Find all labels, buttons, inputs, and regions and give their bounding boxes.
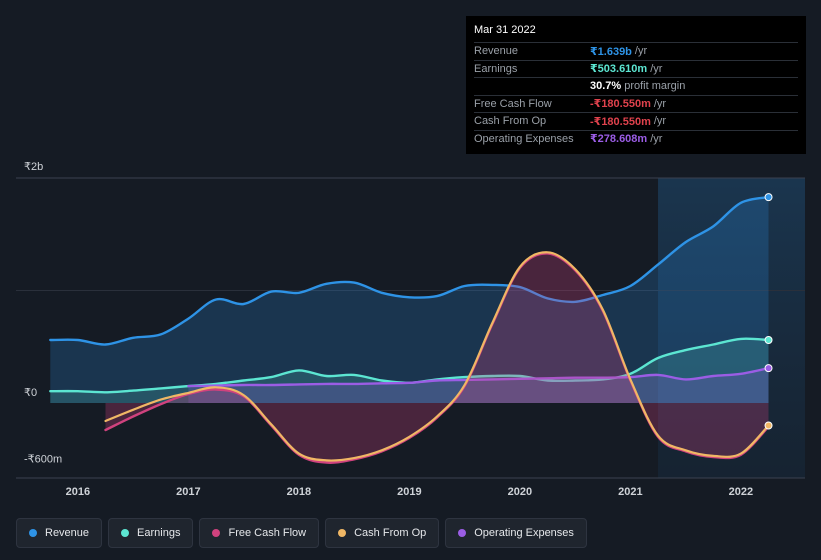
legend-label: Earnings	[137, 527, 181, 539]
tooltip-row: Earnings ₹503.610m/yr	[474, 59, 798, 78]
end-marker-operating-expenses	[764, 364, 773, 373]
grid	[16, 177, 805, 479]
legend-dot-icon	[212, 529, 221, 537]
legend-dot-icon	[121, 529, 130, 537]
x-tick-label: 2021	[618, 486, 642, 498]
series-area-revenue	[50, 197, 769, 403]
series-line-operating-expenses	[187, 366, 770, 388]
legend-label: Free Cash Flow	[228, 527, 307, 539]
legend-item-cash-from-op[interactable]: Cash From Op	[325, 518, 440, 548]
tooltip-row-suffix: /yr	[653, 115, 667, 128]
tooltip-row-value: -₹180.550m	[590, 98, 651, 111]
legend: Revenue Earnings Free Cash Flow Cash From O…	[16, 518, 587, 548]
x-axis-labels: 2016 2017 2018 2019 2020 2021 2022	[66, 486, 754, 498]
legend-item-earnings[interactable]: Earnings	[108, 518, 194, 548]
legend-dot-icon	[338, 529, 347, 537]
tooltip: Mar 31 2022 Revenue ₹1.639b/yr Earnings ₹50…	[466, 16, 806, 154]
tooltip-row-label: Earnings	[474, 62, 518, 75]
x-tick-label: 2016	[66, 486, 90, 498]
tooltip-row: Operating Expenses ₹278.608m/yr	[474, 129, 798, 148]
series-line-revenue	[49, 195, 770, 346]
tooltip-row-suffix: /yr	[653, 97, 667, 110]
y-tick-label: -₹600m	[24, 454, 62, 466]
tooltip-row-suffix: /yr	[634, 45, 648, 58]
tooltip-row-label: Free Cash Flow	[474, 97, 552, 110]
tooltip-row-label: Operating Expenses	[474, 132, 574, 145]
series-area-operating-expenses	[188, 368, 769, 403]
legend-label: Operating Expenses	[474, 527, 574, 539]
tooltip-row: Revenue ₹1.639b/yr	[474, 42, 798, 60]
x-tick-label: 2020	[508, 486, 532, 498]
tooltip-row-suffix: profit margin	[624, 80, 686, 93]
series-area-free-cash-flow	[105, 253, 769, 463]
y-tick-label: ₹2b	[24, 161, 43, 173]
tooltip-row: Cash From Op -₹180.550m/yr	[474, 112, 798, 130]
end-marker-earnings	[764, 336, 773, 344]
series-layer	[49, 195, 770, 464]
series-line-cash-from-op	[104, 251, 770, 462]
tooltip-row: Free Cash Flow -₹180.550m/yr	[474, 94, 798, 113]
legend-item-revenue[interactable]: Revenue	[16, 518, 103, 548]
tooltip-row: 30.7% profit margin	[474, 77, 798, 95]
y-axis-labels: ₹2b ₹0 -₹600m	[24, 161, 62, 466]
tooltip-row-value: 30.7%	[590, 80, 622, 93]
tooltip-row-value: ₹1.639b	[590, 45, 632, 58]
legend-dot-icon	[458, 529, 467, 537]
tooltip-date: Mar 31 2022	[474, 24, 536, 36]
tooltip-row-value: -₹180.550m	[590, 115, 651, 128]
x-tick-label: 2022	[729, 486, 753, 498]
legend-item-operating-expenses[interactable]: Operating Expenses	[445, 518, 587, 548]
tooltip-row-suffix: /yr	[650, 132, 663, 145]
legend-dot-icon	[29, 529, 37, 537]
end-markers	[764, 193, 773, 430]
tooltip-row-label: Cash From Op	[474, 115, 547, 128]
tooltip-row-label: Revenue	[474, 45, 519, 58]
series-area-earnings	[50, 338, 769, 403]
end-marker-revenue	[764, 193, 773, 202]
tooltip-row-value: ₹278.608m	[590, 133, 648, 146]
legend-item-free-cash-flow[interactable]: Free Cash Flow	[199, 518, 320, 548]
tooltip-row-suffix: /yr	[650, 62, 663, 75]
end-marker-cash-from-op	[764, 421, 773, 430]
highlight-band	[658, 178, 805, 478]
x-tick-label: 2019	[397, 486, 421, 498]
tooltip-row-value: ₹503.610m	[590, 63, 648, 76]
y-tick-label: ₹0	[24, 387, 37, 399]
x-tick-label: 2018	[287, 486, 311, 498]
legend-label: Revenue	[45, 527, 90, 539]
x-tick-label: 2017	[176, 486, 200, 498]
legend-label: Cash From Op	[354, 527, 427, 539]
